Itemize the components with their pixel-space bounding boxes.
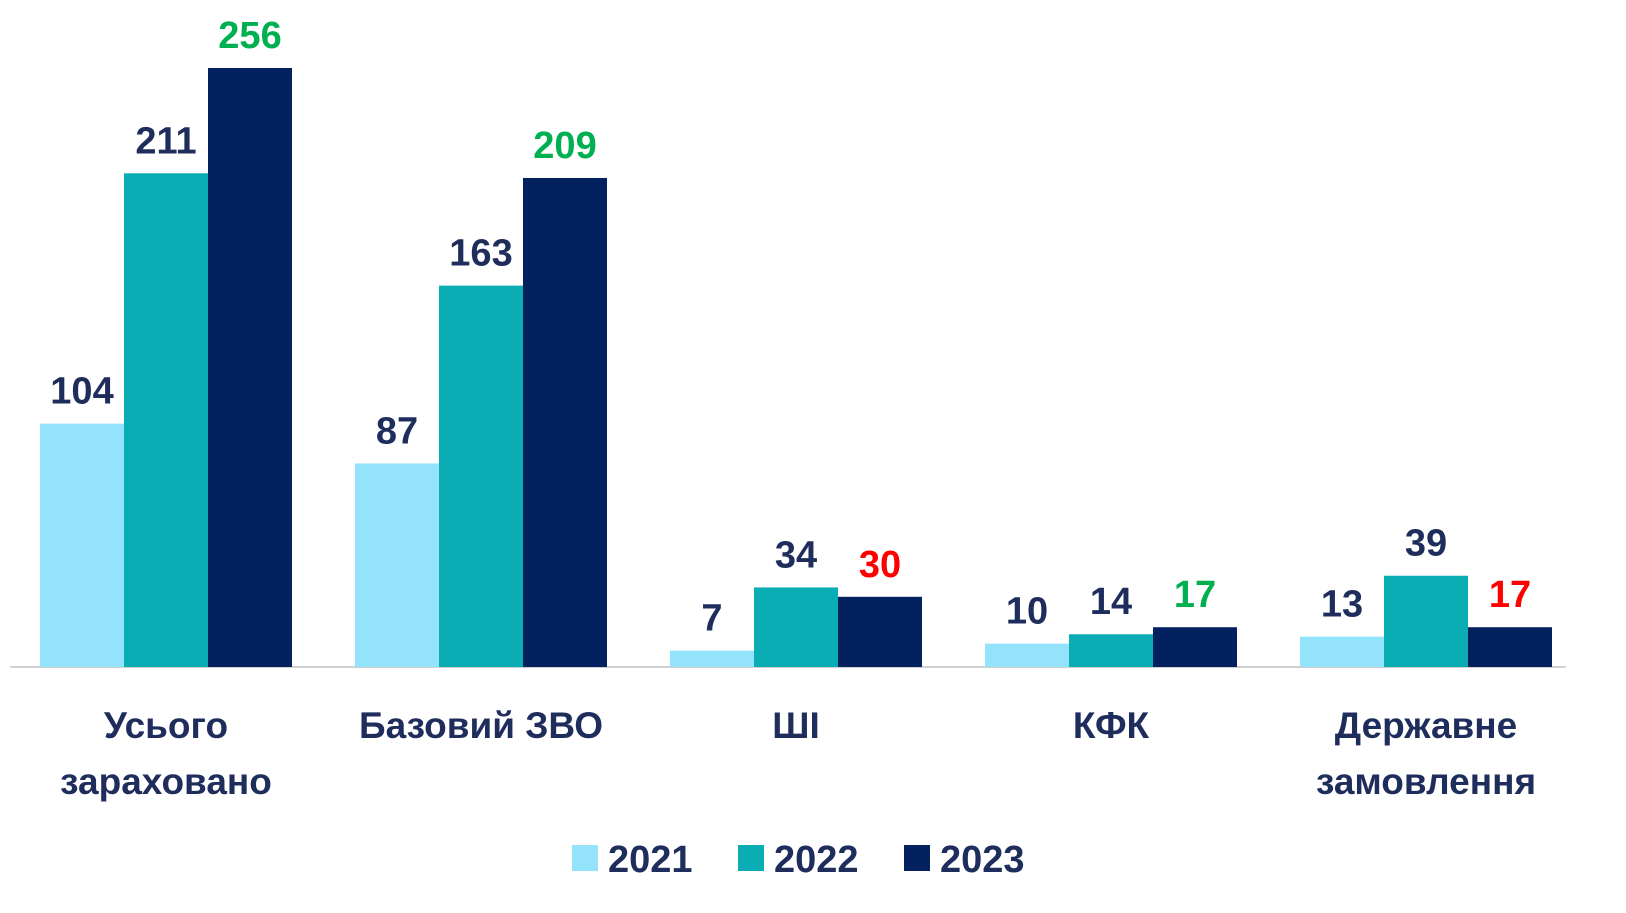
bar: [670, 650, 754, 667]
data-label: 10: [1006, 591, 1048, 633]
legend-swatch: [572, 845, 598, 871]
data-label: 17: [1174, 574, 1216, 616]
bar: [1384, 575, 1468, 667]
data-label: 30: [859, 544, 901, 586]
x-tick-label: Усього зараховано: [60, 705, 272, 802]
legend-swatch: [904, 845, 930, 871]
bar: [754, 587, 838, 667]
data-label: 163: [449, 233, 512, 275]
data-label: 7: [701, 598, 722, 640]
data-label: 13: [1321, 584, 1363, 626]
bar: [40, 423, 124, 667]
bar: [1300, 636, 1384, 667]
bar: [1153, 627, 1237, 667]
x-tick-label: Державне замовлення: [1315, 705, 1537, 802]
bar: [208, 68, 292, 667]
legend-label: 2022: [774, 839, 859, 881]
bar: [1069, 634, 1153, 667]
bar: [1468, 627, 1552, 667]
x-tick-label: Базовий ЗВО: [359, 705, 603, 746]
data-label: 17: [1489, 574, 1531, 616]
bar: [124, 173, 208, 667]
data-label: 14: [1090, 581, 1132, 623]
bar: [523, 177, 607, 667]
bar: [439, 285, 523, 667]
data-label: 34: [775, 534, 817, 576]
data-label: 211: [135, 120, 196, 162]
bar: [355, 463, 439, 667]
data-label: 256: [218, 15, 281, 57]
x-tick-label: ШІ: [772, 705, 820, 746]
bar: [985, 643, 1069, 667]
legend-swatch: [738, 845, 764, 871]
data-label: 39: [1405, 523, 1447, 565]
data-label: 87: [376, 410, 418, 452]
legend-label: 2023: [940, 839, 1025, 881]
legend-label: 2021: [608, 839, 693, 881]
data-label: 209: [533, 125, 596, 167]
data-label: 104: [50, 371, 113, 413]
x-tick-label: КФК: [1072, 705, 1150, 746]
bar: [838, 596, 922, 667]
